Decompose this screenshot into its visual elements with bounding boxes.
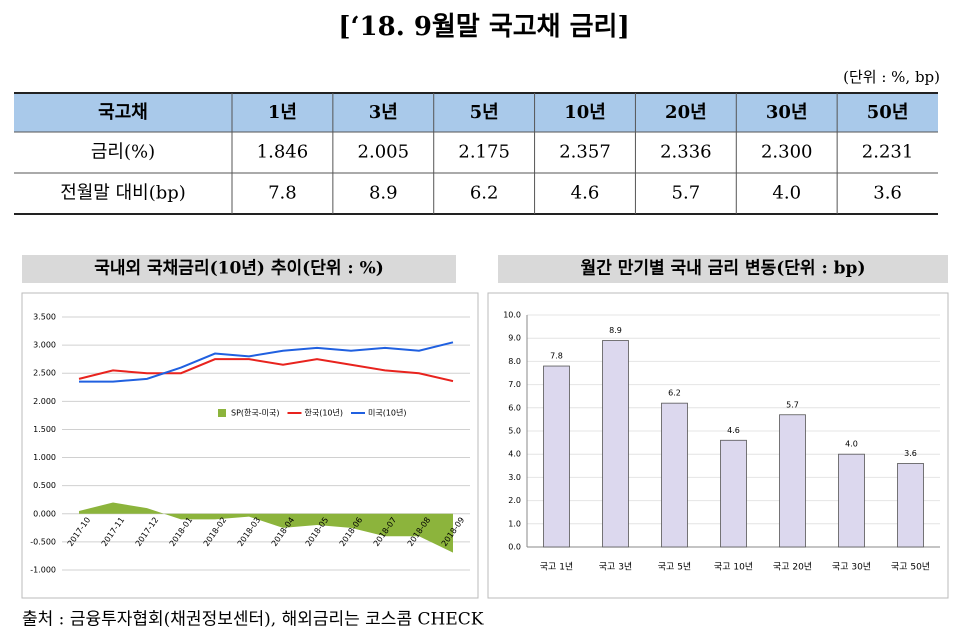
- legend-swatch: [218, 409, 226, 417]
- table-cell: 3.6: [873, 183, 902, 204]
- table-header-cell: 1년: [268, 102, 297, 123]
- table-header-bg: [14, 93, 938, 132]
- table-cell: 2.336: [660, 142, 712, 163]
- bar: [661, 402, 688, 548]
- y-tick-label: 8.0: [508, 357, 521, 366]
- chart-title: 국내외 국채금리(10년) 추이(단위 : %): [94, 259, 384, 279]
- data-label: 4.6: [727, 426, 740, 435]
- bar: [720, 439, 747, 548]
- data-label: 5.7: [786, 400, 799, 409]
- legend-label: SP(한국-미국): [231, 409, 279, 418]
- y-tick-label: 10.0: [503, 311, 521, 320]
- chart-header-bg: [22, 255, 456, 283]
- y-tick-label: 9.0: [508, 334, 521, 343]
- source: 출처 : 금융투자협회(채권정보센터), 해외금리는 코스콤 CHECK: [22, 610, 484, 630]
- line: [78, 358, 454, 383]
- table-cell: 전월말 대비(bp): [60, 183, 186, 204]
- chart-frame: [21, 292, 479, 599]
- data-label: 4.0: [845, 440, 858, 449]
- table-cell: 2.231: [862, 142, 914, 163]
- table-cell: 7.8: [268, 183, 297, 204]
- y-tick-label: 3.000: [33, 341, 56, 350]
- table-header-cell: 10년: [564, 102, 606, 123]
- y-tick-label: 3.500: [33, 313, 56, 322]
- y-tick-label: 0.500: [33, 481, 56, 490]
- bar: [838, 453, 865, 548]
- x-tick-label: 국고 30년: [832, 562, 871, 573]
- bar: [602, 340, 629, 548]
- y-tick-label: 3.0: [508, 473, 521, 482]
- table-cell: 4.0: [772, 183, 801, 204]
- chart-header-bg: [498, 255, 948, 283]
- y-tick-label: 2.0: [508, 496, 521, 505]
- y-tick-label: 1.000: [33, 453, 56, 462]
- table-header-cell: 20년: [665, 102, 707, 123]
- table-header-cell: 50년: [867, 102, 909, 123]
- x-tick-label: 국고 3년: [599, 562, 632, 573]
- table-cell: 2.005: [358, 142, 410, 163]
- table-cell: 5.7: [672, 183, 701, 204]
- y-tick-label: 0.0: [508, 543, 521, 552]
- data-label: 6.2: [668, 389, 681, 398]
- area: [79, 502, 453, 553]
- y-tick-label: 0.000: [33, 509, 56, 518]
- y-tick-label: 6.0: [508, 403, 521, 412]
- legend-label: 미국(10년): [368, 408, 407, 418]
- table-cell: 8.9: [369, 183, 398, 204]
- table-cell: 2.300: [761, 142, 813, 163]
- y-tick-label: 1.500: [33, 425, 56, 434]
- x-tick-label: 국고 10년: [714, 562, 753, 573]
- unit: (단위 : %, bp): [843, 68, 940, 86]
- legend-label: 한국(10년): [304, 408, 343, 418]
- title: [‘18. 9월말 국고채 금리]: [338, 12, 630, 42]
- y-tick-label: 7.0: [508, 380, 521, 389]
- y-tick-label: 2.000: [33, 397, 56, 406]
- bar: [779, 414, 806, 548]
- x-tick-label: 국고 20년: [773, 562, 812, 573]
- chart-title: 월간 만기별 국내 금리 변동(단위 : bp): [581, 259, 866, 279]
- data-label: 3.6: [904, 449, 917, 458]
- table-header-cell: 국고채: [98, 102, 148, 123]
- table-header-cell: 30년: [766, 102, 808, 123]
- y-tick-label: 1.0: [508, 519, 521, 528]
- y-tick-label: 5.0: [508, 427, 521, 436]
- table-header-cell: 5년: [470, 102, 499, 123]
- y-tick-label: -1.000: [30, 566, 56, 575]
- bar: [543, 365, 570, 548]
- table-cell: 금리(%): [91, 142, 155, 163]
- bar: [897, 463, 924, 548]
- x-tick-label: 국고 50년: [891, 562, 930, 573]
- y-tick-label: -0.500: [30, 537, 56, 546]
- table-cell: 1.846: [257, 142, 309, 163]
- x-tick-label: 국고 5년: [658, 562, 691, 573]
- table-cell: 4.6: [571, 183, 600, 204]
- x-tick-label: 국고 1년: [540, 562, 573, 573]
- data-label: 8.9: [609, 326, 622, 335]
- line: [79, 341, 454, 383]
- table-cell: 6.2: [470, 183, 499, 204]
- data-label: 7.8: [550, 352, 563, 361]
- table-header-cell: 3년: [369, 102, 398, 123]
- y-tick-label: 4.0: [508, 450, 521, 459]
- table-cell: 2.357: [559, 142, 611, 163]
- table-cell: 2.175: [458, 142, 510, 163]
- y-tick-label: 2.500: [33, 369, 56, 378]
